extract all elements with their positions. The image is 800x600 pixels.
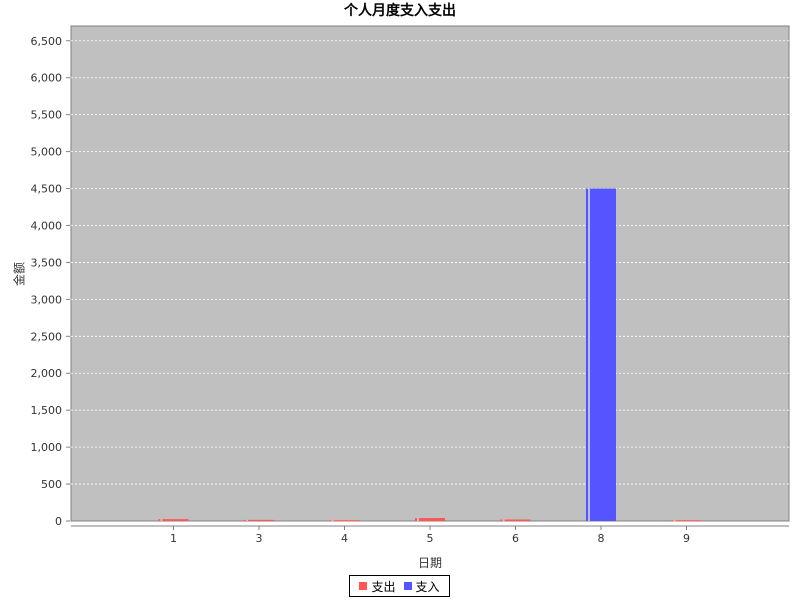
- x-tick-label: 1: [170, 532, 177, 545]
- bar-highlight: [502, 519, 505, 521]
- bar-expense: [158, 519, 189, 521]
- chart-title: 个人月度支入支出: [344, 3, 456, 19]
- bar-highlight: [588, 188, 590, 522]
- y-tick-label: 1,500: [31, 404, 63, 417]
- bar-income: [586, 188, 616, 522]
- x-tick-label: 8: [598, 532, 605, 545]
- y-tick-label: 3,000: [31, 293, 63, 306]
- y-tick-label: 5,000: [31, 146, 63, 159]
- x-tick-label: 6: [512, 532, 519, 545]
- y-tick-label: 4,500: [31, 183, 63, 196]
- legend-label-income: 支入: [415, 579, 440, 594]
- bar-highlight: [417, 518, 419, 521]
- bar-highlight: [673, 520, 676, 522]
- x-tick-label: 5: [427, 532, 434, 545]
- bar-expense: [415, 518, 445, 521]
- legend-swatch-expense: [359, 582, 368, 590]
- legend-label-expense: 支出: [371, 579, 396, 594]
- y-tick-label: 0: [55, 515, 62, 528]
- plot-area: [70, 25, 790, 522]
- y-tick-label: 500: [41, 478, 62, 491]
- y-axis-label: 金额: [12, 261, 27, 287]
- y-tick-label: 4,000: [31, 219, 63, 232]
- legend-item-expense: 支出: [359, 578, 396, 595]
- y-tick-label: 6,500: [31, 35, 63, 48]
- bar-expense: [244, 519, 274, 521]
- legend: 支出 支入: [349, 575, 450, 597]
- y-tick-label: 3,500: [31, 256, 63, 269]
- bar-highlight: [160, 519, 163, 521]
- y-tick-label: 2,000: [31, 367, 63, 380]
- x-tick-label: 3: [256, 532, 263, 545]
- y-tick-label: 1,000: [31, 441, 63, 454]
- bar-highlight: [246, 519, 248, 521]
- bar-expense: [500, 519, 531, 521]
- bar-highlight: [331, 520, 334, 522]
- y-tick-label: 2,500: [31, 330, 63, 343]
- x-tick-label: 9: [683, 532, 690, 545]
- x-axis-label: 日期: [417, 556, 442, 570]
- legend-item-income: 支入: [403, 578, 440, 595]
- y-tick-label: 5,500: [31, 109, 63, 122]
- legend-swatch-income: [403, 582, 412, 590]
- bar-expense: [329, 520, 360, 522]
- x-tick-label: 4: [341, 532, 348, 545]
- bar-expense: [671, 520, 702, 522]
- y-tick-label: 6,000: [31, 72, 63, 85]
